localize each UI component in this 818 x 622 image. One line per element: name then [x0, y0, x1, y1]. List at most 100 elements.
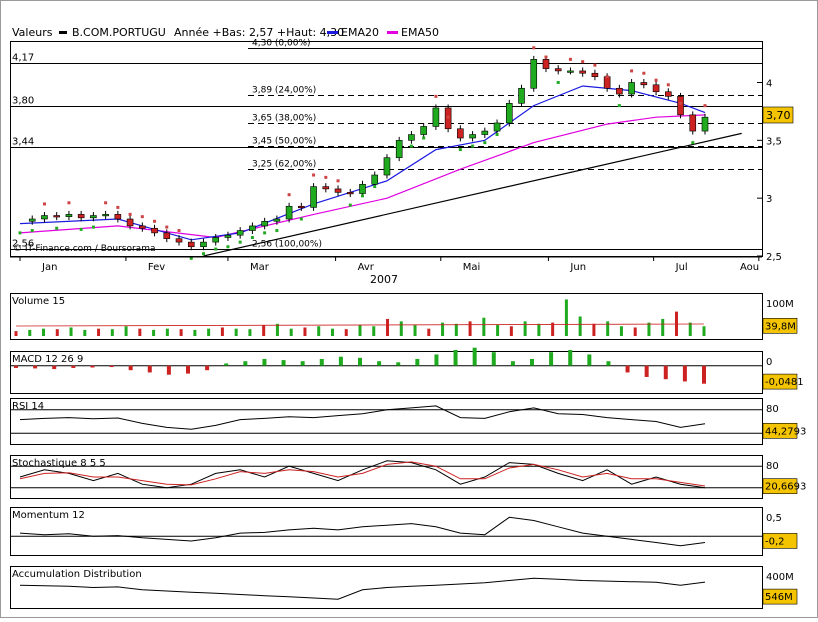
sar-dot [471, 144, 475, 148]
candle-body [701, 116, 709, 132]
candle-body [310, 186, 317, 208]
candle-body [187, 241, 195, 248]
candle-body [285, 205, 293, 220]
candle-body [616, 87, 623, 95]
candle-body [567, 70, 574, 73]
price-tick-label: 4 [766, 78, 772, 89]
macd-bar [606, 361, 611, 366]
volume-bar [234, 328, 238, 336]
volume-bar [110, 329, 114, 336]
candle-body [395, 140, 403, 158]
macd-bar [644, 365, 649, 377]
macd-bar [530, 358, 534, 366]
volume-bar [179, 329, 183, 336]
left-level-label: 3,80 [12, 96, 34, 107]
volume-bar [509, 326, 513, 336]
support-trendline [203, 132, 742, 257]
sar-dot [605, 75, 609, 79]
month-label: Jan [41, 262, 57, 273]
volume-bar [482, 317, 486, 336]
left-level-label: 3,44 [12, 137, 34, 148]
sar-dot [275, 229, 279, 233]
sar-dot [446, 115, 450, 119]
volume-bar [372, 326, 376, 336]
macd-bar [396, 362, 401, 366]
fibonacci-label: 2,56 (100,00%) [252, 240, 322, 250]
fibonacci-label: 3,45 (50,00%) [252, 137, 316, 147]
macd-bar [90, 365, 95, 368]
macd-last-value: -0,0481 [765, 377, 804, 388]
volume-bar [317, 326, 321, 336]
candle-body [126, 218, 134, 227]
macd-bar [358, 357, 362, 366]
macd-bar [243, 361, 248, 366]
price-panel: 4,17 3,80 3,44 2,56 4,30 (0,00%) 3,89 (24,00… [10, 39, 794, 263]
sar-dot [263, 231, 267, 235]
price-tick-label: 3,5 [766, 136, 782, 147]
volume-bar [248, 329, 252, 336]
rsi-value-box [762, 422, 798, 439]
macd-panel: MACD 12 26 9 0 -0,0481 [10, 347, 804, 394]
macd-bar [625, 365, 630, 373]
macd-bar [186, 365, 190, 374]
volume-bar [399, 321, 403, 336]
sar-dot [507, 113, 511, 117]
candle-body [530, 59, 538, 89]
volume-bar [537, 323, 541, 336]
left-levels: 4,17 3,80 3,44 2,56 [10, 53, 762, 250]
candle-body [542, 59, 550, 69]
month-label: Fev [148, 262, 165, 273]
month-label: Mai [463, 262, 481, 273]
sar-dot [581, 60, 585, 64]
parabolic-sar [18, 46, 707, 260]
macd-value-box [762, 373, 798, 390]
volume-bar [42, 328, 46, 336]
macd-bar [147, 365, 152, 373]
rsi-last-value: 44,2793 [765, 426, 806, 437]
macd-y-tick: 0 [766, 357, 772, 368]
volume-panel: Volume 15 100M 39,8M [10, 293, 798, 340]
momentum-value-box [762, 533, 798, 549]
candle-body [41, 215, 48, 220]
macd-bar [262, 358, 267, 366]
candle-body [359, 183, 366, 194]
volume-bar [124, 326, 128, 336]
volume-bar [441, 322, 445, 336]
stochastic-y-tick: 80 [766, 461, 779, 472]
macd-bar [587, 354, 592, 366]
candle-body [493, 122, 501, 132]
volume-bar [152, 329, 156, 336]
rsi-line [19, 405, 706, 430]
candle-body [151, 227, 158, 234]
macd-bar [549, 352, 554, 366]
macd-bar [14, 365, 18, 368]
year-label: 2007 [370, 273, 398, 286]
sar-dot [177, 229, 181, 233]
candle-body [689, 114, 697, 132]
candle-body [224, 234, 232, 238]
volume-bar [97, 328, 101, 336]
price-tick-label: 2,5 [766, 252, 782, 263]
ema50-legend-label: EMA50 [401, 26, 439, 39]
volume-bar [14, 331, 18, 336]
candle-body [249, 225, 256, 231]
sar-dot [691, 141, 695, 145]
stochastic-panel-frame [10, 455, 763, 499]
macd-bar [33, 365, 38, 369]
fibonacci-label: 3,65 (38,00%) [252, 114, 316, 124]
sar-dot [214, 247, 218, 251]
sar-dot [287, 193, 291, 197]
volume-bar [289, 328, 293, 336]
rsi-panel-frame [10, 398, 763, 445]
range-text: Année +Bas: 2,57 +Haut: 4,30 [174, 26, 344, 39]
volume-bar [344, 329, 348, 336]
sar-dot [556, 80, 560, 84]
volume-bar [83, 329, 87, 336]
candle-body [139, 225, 146, 229]
sar-dot [153, 219, 157, 223]
sar-dot [250, 235, 254, 239]
macd-bar [224, 363, 229, 366]
volume-bar [702, 326, 706, 336]
fibonacci-levels: 4,30 (0,00%) 3,89 (24,00%) 3,65 (38,00%) 3,… [248, 39, 762, 250]
